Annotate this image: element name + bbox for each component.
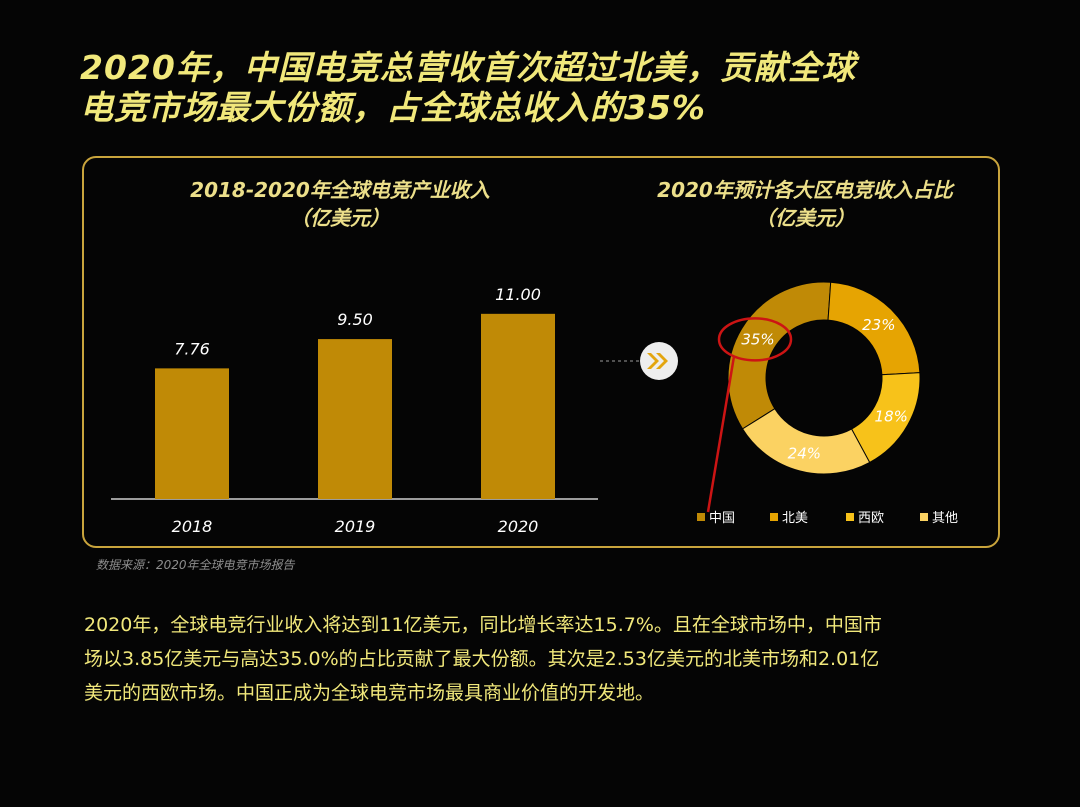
page-title-line-2: 电竞市场最大份额，占全球总收入的35% [80,88,706,127]
bar-2019 [318,339,392,499]
bar-chart: 7.76 2018 9.50 2019 11.00 2020 [111,285,598,536]
donut-chart-title: 2020年预计各大区电竞收入占比 （亿美元） [610,176,1000,232]
legend-label: 中国 [709,511,735,526]
chevron-right-icon [656,353,668,369]
highlight-circle [717,317,793,362]
data-source: 数据来源：2020年全球电竞市场报告 [96,558,295,572]
donut-chart-unit: （亿美元） [755,206,855,230]
legend-swatch [846,513,854,521]
slice-percent-label: 35% [741,330,774,348]
donut-chart-title-text: 2020年预计各大区电竞收入占比 [657,178,953,202]
bar-chart-unit: （亿美元） [290,206,390,230]
summary-text: 2020年，全球电竞行业收入将达到11亿美元，同比增长率达15.7%。且在全球市… [84,608,994,710]
legend-swatch [697,513,705,521]
highlight-pointer-line [706,356,736,513]
bar-chart-title-text: 2018-2020年全球电竞产业收入 [190,178,490,202]
slice-percent-label: 18% [875,408,908,426]
donut-slice-3 [741,408,871,475]
legend-label: 北美 [782,511,808,526]
slice-percent-label: 24% [788,444,821,462]
bar-value-label: 11.00 [495,285,541,304]
legend-swatch [770,513,778,521]
page-title-line-1: 2020年，中国电竞总营收首次超过北美，贡献全球 [80,48,856,87]
x-tick-label: 2020 [498,517,539,536]
donut-legend: 中国 北美 西欧 其他 [697,511,958,526]
summary-line-1: 2020年，全球电竞行业收入将达到11亿美元，同比增长率达15.7%。且在全球市… [84,614,882,636]
legend-label: 其他 [932,511,958,526]
legend-swatch [920,513,928,521]
legend-label: 西欧 [858,511,884,526]
bar-value-label: 9.50 [337,310,373,329]
page-title: 2020年，中国电竞总营收首次超过北美，贡献全球 电竞市场最大份额，占全球总收入… [80,48,856,128]
bar-value-label: 7.76 [174,339,210,358]
bar-2020 [481,313,555,499]
arrow-connector [600,342,678,380]
chart-panel [82,156,1000,548]
summary-line-3: 美元的西欧市场。中国正成为全球电竞市场最具商业价值的开发地。 [84,682,655,704]
x-tick-label: 2019 [335,517,376,536]
slice-percent-label: 23% [862,316,895,334]
donut-chart: 35% 23% 18% 24% [706,281,921,513]
chevron-right-icon [647,353,659,369]
bar-2018 [155,368,229,499]
bar-chart-title: 2018-2020年全球电竞产业收入 （亿美元） [110,176,570,232]
x-tick-label: 2018 [172,517,213,536]
summary-line-2: 场以3.85亿美元与高达35.0%的占比贡献了最大份额。其次是2.53亿美元的北… [84,648,880,670]
